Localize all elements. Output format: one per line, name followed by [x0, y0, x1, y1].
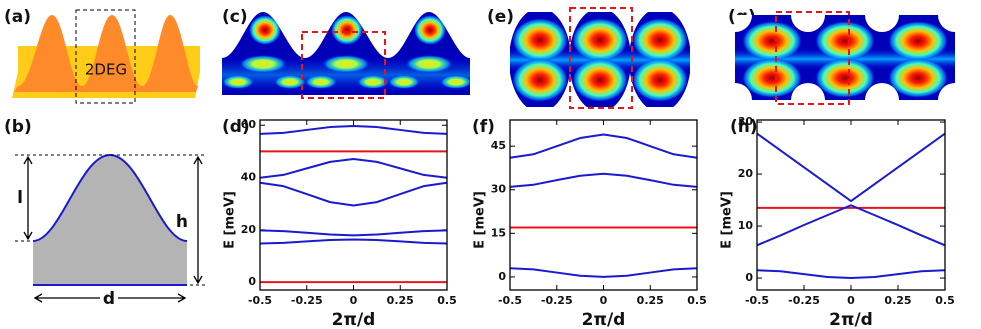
y-axis-label: E [meV] [720, 191, 735, 249]
band-line [259, 125, 448, 135]
bumps [14, 15, 198, 92]
unit-cell-box [775, 11, 850, 105]
band-line [259, 238, 448, 245]
band-line [509, 133, 698, 159]
x-tick-label: 0.5 [437, 294, 457, 307]
y-tick-label: 15 [491, 226, 506, 239]
profile-outline [32, 153, 188, 242]
unit-cell-box [301, 31, 386, 99]
chart: (d) E [meV] 2π/d -0.5 -0.25 0 0.25 0.5 0 20 40 60 [222, 117, 457, 329]
band-line [756, 132, 946, 203]
y-tick-label: 30 [491, 183, 507, 196]
l-label: l [17, 188, 23, 208]
y-tick-label: 30 [738, 115, 754, 128]
chart: (h) E [meV] 2π/d -0.5 -0.25 0 0.25 0.5 0 10 20 30 [720, 115, 955, 329]
x-tick-label: -0.5 [248, 294, 272, 307]
arrows [23, 155, 203, 303]
panel-label: (f) [472, 117, 495, 137]
x-tick-label: -0.25 [788, 294, 820, 307]
panel-label: (c) [222, 7, 248, 27]
x-axis-label: 2π/d [582, 310, 626, 329]
label-bg [100, 290, 118, 308]
chart: (f) E [meV] 2π/d -0.5 -0.25 0 0.25 0.5 0 15 30 45 [472, 117, 707, 329]
panel-a: (a) 2DEG [4, 7, 200, 104]
y-tick-label: 10 [738, 219, 754, 232]
panel-label: (b) [4, 117, 32, 137]
x-tick-label: 0.5 [687, 294, 707, 307]
x-tick-label: -0.25 [541, 294, 573, 307]
y-tick-label: 0 [248, 275, 256, 288]
x-tick-label: -0.25 [291, 294, 323, 307]
panel-label: (h) [730, 117, 758, 137]
panel-b: (b) l h d [4, 117, 205, 309]
y-axis-label: E [meV] [223, 191, 238, 249]
profile-fill [33, 155, 187, 285]
density-map [510, 12, 690, 107]
x-tick-label: 0 [847, 294, 855, 307]
y-tick-label: 20 [738, 167, 754, 180]
y-tick-label: 0 [745, 271, 753, 284]
plot-frame [259, 119, 448, 291]
unit-cell-box [75, 9, 136, 104]
band-line [259, 181, 448, 207]
density-map [222, 12, 470, 95]
x-axis-label: 2π/d [332, 310, 376, 329]
band-line [509, 267, 698, 278]
x-tick-label: 0 [600, 294, 608, 307]
band-line [259, 157, 448, 179]
x-tick-label: 0.25 [637, 294, 664, 307]
panel-c: (c) [222, 7, 470, 99]
x-tick-label: -0.5 [498, 294, 522, 307]
x-tick-label: 0 [350, 294, 358, 307]
panel-label: (d) [222, 117, 250, 137]
band-line [756, 269, 946, 280]
d-label: d [103, 289, 115, 309]
band-line [756, 204, 946, 247]
y-tick-label: 20 [241, 223, 257, 236]
x-tick-label: 0.25 [387, 294, 414, 307]
2deg-label: 2DEG [85, 61, 127, 79]
plot-frame [509, 119, 698, 291]
panel-g: (g) [728, 7, 955, 105]
band-line [509, 172, 698, 188]
x-tick-label: 0.5 [935, 294, 955, 307]
x-tick-label: 0.25 [884, 294, 911, 307]
panel-label: (a) [4, 7, 31, 27]
x-axis-label: 2π/d [829, 310, 873, 329]
band-line [259, 229, 448, 237]
h-label: h [176, 212, 188, 232]
density-map [735, 15, 955, 100]
y-axis-label: E [meV] [473, 191, 488, 249]
panel-label: (e) [487, 7, 514, 27]
plot-frame [756, 119, 946, 291]
unit-cell-box [569, 7, 633, 109]
panel-e: (e) [487, 7, 690, 109]
y-tick-label: 60 [241, 118, 257, 131]
x-tick-label: -0.5 [745, 294, 769, 307]
y-tick-label: 40 [241, 171, 257, 184]
y-tick-label: 45 [491, 139, 506, 152]
y-tick-label: 0 [498, 270, 506, 283]
